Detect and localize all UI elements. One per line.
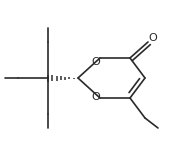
- Text: O: O: [92, 57, 100, 67]
- Text: O: O: [92, 92, 100, 102]
- Text: O: O: [149, 33, 157, 43]
